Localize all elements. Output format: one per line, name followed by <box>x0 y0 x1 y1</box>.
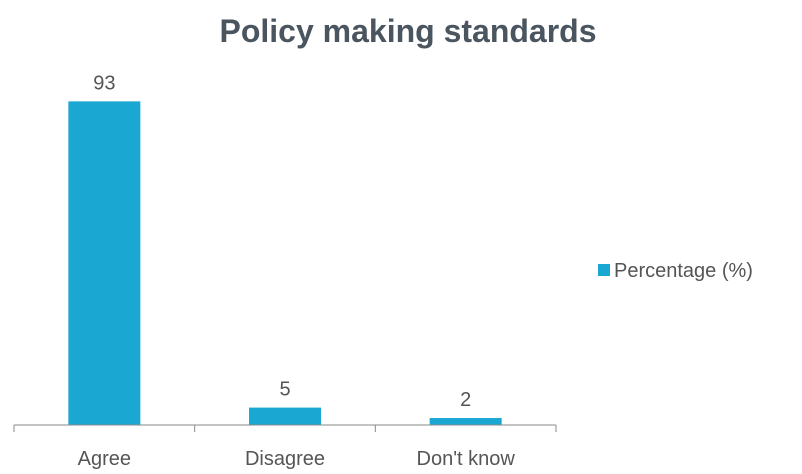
data-label: 93 <box>93 72 115 94</box>
chart-title: Policy making standards <box>219 13 596 49</box>
bar-don-t-know <box>429 418 502 425</box>
bar-agree <box>68 101 141 426</box>
x-tick-label: Disagree <box>245 448 325 470</box>
bar-disagree <box>249 407 321 425</box>
x-axis-ticks <box>13 425 557 432</box>
data-label: 2 <box>460 389 471 411</box>
legend-swatch <box>598 264 610 276</box>
data-label: 5 <box>279 379 290 401</box>
legend-label: Percentage (%) <box>614 260 753 282</box>
data-labels-layer: 93 5 2 <box>93 72 471 411</box>
x-tick-label: Don't know <box>417 448 516 470</box>
x-tick-label: Agree <box>78 448 131 470</box>
legend: Percentage (%) <box>598 260 753 282</box>
x-axis-tick-labels: Agree Disagree Don't know <box>78 448 516 470</box>
bars-layer <box>68 101 502 426</box>
